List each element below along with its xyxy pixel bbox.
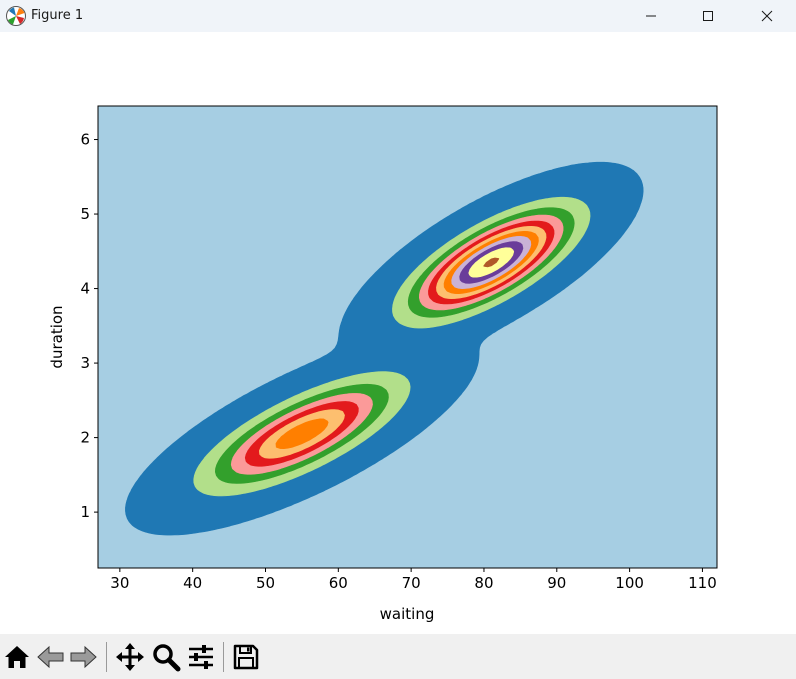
- kde-contour-chart[interactable]: 30 40 50 60 70 80 90 100 110 1 2 3 4 5 6 waiting dura…: [0, 32, 796, 634]
- contour-level-11: [483, 257, 500, 268]
- x-tick-label: 90: [547, 574, 566, 592]
- axes-frame: [97, 105, 718, 569]
- y-tick-label: 4: [80, 280, 90, 298]
- close-button[interactable]: [744, 0, 790, 32]
- zoom-icon[interactable]: [151, 642, 181, 672]
- x-tick-label: 110: [688, 574, 717, 592]
- close-icon: [761, 10, 773, 22]
- forward-arrow-icon[interactable]: [68, 642, 98, 672]
- y-axis-label: duration: [48, 305, 66, 368]
- x-axis-label: waiting: [380, 605, 435, 623]
- back-arrow-icon[interactable]: [36, 642, 66, 672]
- y-tick-label: 1: [80, 503, 90, 521]
- x-tick-label: 80: [474, 574, 493, 592]
- home-icon[interactable]: [2, 642, 32, 672]
- x-tick-label: 70: [402, 574, 421, 592]
- toolbar-separator: [106, 642, 107, 672]
- minimize-button[interactable]: [628, 0, 674, 32]
- y-tick-label: 6: [80, 131, 90, 149]
- x-tick-label: 100: [615, 574, 644, 592]
- y-tick-label: 3: [80, 354, 90, 372]
- x-tick-label: 40: [183, 574, 202, 592]
- y-tick-label: 2: [80, 429, 90, 447]
- pan-icon[interactable]: [115, 642, 145, 672]
- maximize-button[interactable]: [685, 0, 731, 32]
- navigation-toolbar: [0, 634, 796, 679]
- save-icon[interactable]: [231, 642, 261, 672]
- toolbar-separator: [223, 642, 224, 672]
- window-title: Figure 1: [31, 8, 84, 23]
- configure-subplots-icon[interactable]: [186, 642, 216, 672]
- minimize-icon: [646, 15, 656, 17]
- maximize-icon: [703, 11, 713, 21]
- x-tick-label: 60: [329, 574, 348, 592]
- figure-canvas: 30 40 50 60 70 80 90 100 110 1 2 3 4 5 6 waiting dura…: [0, 32, 796, 634]
- title-bar: Figure 1: [0, 0, 796, 32]
- matplotlib-logo-icon: [6, 6, 26, 26]
- x-tick-label: 50: [256, 574, 275, 592]
- y-tick-label: 5: [80, 205, 90, 223]
- x-tick-label: 30: [110, 574, 129, 592]
